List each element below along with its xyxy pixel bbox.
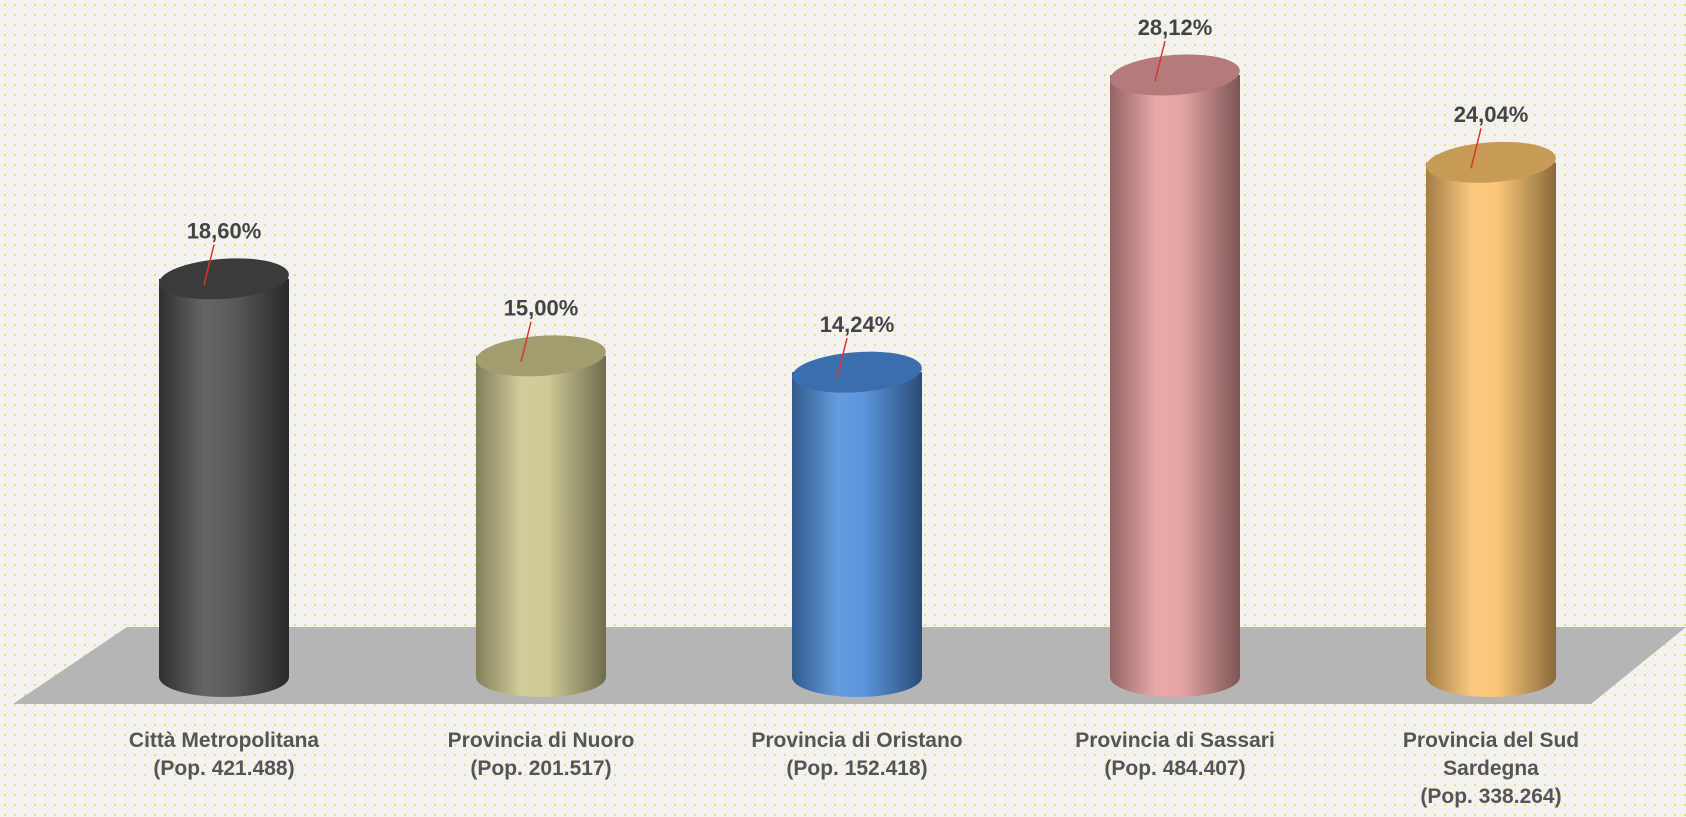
bar	[159, 278, 289, 677]
leader-line	[520, 321, 532, 363]
bar-top	[1426, 141, 1556, 183]
x-tick-label: Provincia di Nuoro (Pop. 201.517)	[447, 729, 635, 780]
bar	[1110, 75, 1240, 677]
leader-line	[1470, 128, 1482, 169]
value-label: 15,00%	[504, 296, 579, 321]
bar	[1426, 162, 1556, 678]
x-tick-label: Città Metropolitana (Pop. 421.488)	[128, 729, 320, 780]
value-label: 18,60%	[187, 219, 262, 244]
x-tick-label: Provincia del Sud Sardegna (Pop. 338.264…	[1402, 729, 1580, 808]
x-tick-label: Provincia di Oristano (Pop. 152.418)	[751, 729, 963, 780]
value-label: 28,12%	[1138, 15, 1213, 40]
bar-top	[159, 258, 289, 300]
leader-line	[836, 337, 848, 379]
bar	[792, 372, 922, 677]
leader-line	[203, 244, 215, 285]
bar-top	[1110, 54, 1240, 96]
value-label: 14,24%	[820, 312, 895, 337]
x-tick-label: Provincia di Sassari (Pop. 484.407)	[1075, 729, 1275, 780]
bar	[476, 355, 606, 677]
bar-top	[792, 351, 922, 393]
bar-top	[476, 335, 606, 377]
value-label: 24,04%	[1454, 102, 1529, 127]
leader-line	[1154, 40, 1166, 82]
